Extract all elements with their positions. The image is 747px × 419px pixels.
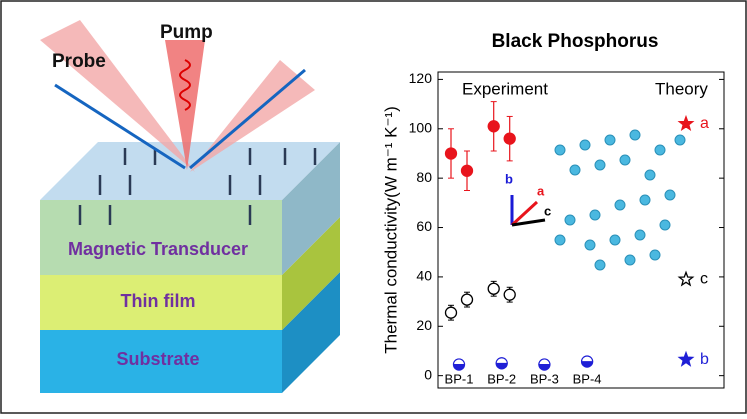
data-point <box>446 148 457 159</box>
y-axis-label: Thermal conductivity(W m⁻¹ K⁻¹) <box>381 106 400 353</box>
data-point <box>504 289 515 300</box>
inset-label-a: a <box>537 183 545 198</box>
x-tick-label: BP-2 <box>487 371 516 386</box>
y-tick-label: 120 <box>409 70 433 86</box>
y-tick-label: 40 <box>416 268 432 284</box>
page: Probe Pump Magnetic Transducer Thin film… <box>0 0 747 419</box>
data-point <box>504 133 515 144</box>
theory-label: a <box>700 115 709 132</box>
y-tick-label: 0 <box>424 366 432 382</box>
y-tick-label: 60 <box>416 218 432 234</box>
diagram: Probe Pump Magnetic Transducer Thin film… <box>40 20 340 393</box>
label-transducer: Magnetic Transducer <box>68 239 248 259</box>
y-tick-label: 100 <box>409 119 433 135</box>
figure: Probe Pump Magnetic Transducer Thin film… <box>0 0 747 414</box>
data-point <box>446 307 457 318</box>
inset-label-b: b <box>505 171 513 186</box>
label-substrate: Substrate <box>116 349 199 369</box>
label-film: Thin film <box>121 291 196 311</box>
chart-title: Black Phosphorus <box>492 31 659 52</box>
annotation-experiment: Experiment <box>462 79 548 98</box>
inset-label-c: c <box>544 203 551 218</box>
y-tick-label: 20 <box>416 317 432 333</box>
label-pump: Pump <box>160 22 213 43</box>
x-tick-label: BP-4 <box>573 371 602 386</box>
transducer-front <box>40 200 282 275</box>
theory-label: c <box>700 271 708 288</box>
annotation-theory: Theory <box>655 79 708 98</box>
y-tick-label: 80 <box>416 169 432 185</box>
x-tick-label: BP-3 <box>530 371 559 386</box>
theory-label: b <box>700 351 709 368</box>
label-probe: Probe <box>52 51 106 72</box>
data-point <box>488 283 499 294</box>
data-point <box>488 121 499 132</box>
data-point <box>462 294 473 305</box>
data-point <box>462 165 473 176</box>
x-tick-label: BP-1 <box>445 371 474 386</box>
